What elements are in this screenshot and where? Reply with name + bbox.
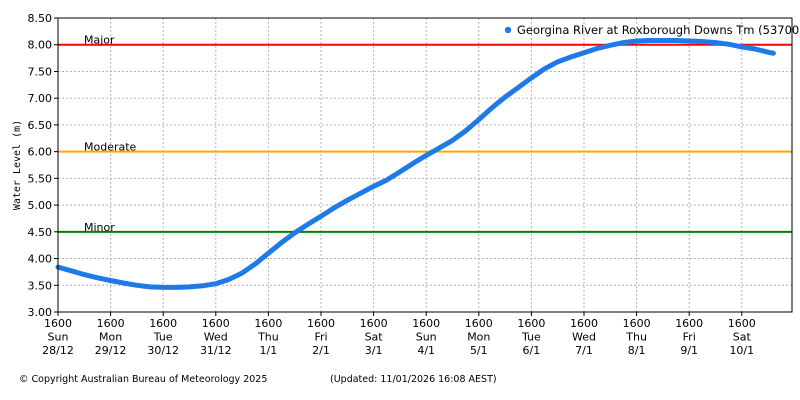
- series: [55, 38, 776, 290]
- x-tick-label: Mon: [467, 331, 490, 344]
- y-tick-label: 6.00: [28, 146, 53, 159]
- x-tick-label: 1600: [412, 317, 440, 330]
- x-tick-label: Mon: [99, 331, 122, 344]
- flood-level-label-moderate: Moderate: [84, 141, 137, 154]
- x-tick-label: Wed: [204, 331, 228, 344]
- x-tick-label: Tue: [521, 331, 541, 344]
- x-tick-label: 1600: [149, 317, 177, 330]
- plot-frame: [57, 17, 793, 313]
- x-tick-label: 28/12: [42, 344, 74, 357]
- flood-level-label-minor: Minor: [84, 221, 115, 234]
- y-tick-label: 7.50: [28, 65, 53, 78]
- series-line: [55, 38, 776, 290]
- x-axis: 1600Sun28/121600Mon29/121600Tue30/121600…: [42, 312, 756, 357]
- copyright-text: © Copyright Australian Bureau of Meteoro…: [19, 374, 268, 385]
- y-tick-label: 4.00: [28, 253, 53, 266]
- flood-levels: Major Moderate Minor: [58, 34, 792, 234]
- x-tick-label: 1600: [307, 317, 335, 330]
- updated-text: (Updated: 11/01/2026 16:08 AEST): [330, 374, 497, 385]
- x-tick-label: 1600: [44, 317, 72, 330]
- y-tick-label: 7.00: [28, 92, 53, 105]
- x-tick-label: 5/1: [470, 344, 488, 357]
- x-tick-label: 1/1: [260, 344, 278, 357]
- x-tick-label: 1600: [97, 317, 125, 330]
- flood-level-label-major: Major: [84, 34, 115, 47]
- x-tick-label: 31/12: [200, 344, 232, 357]
- x-tick-label: 9/1: [680, 344, 698, 357]
- grid: [57, 17, 792, 313]
- x-tick-label: 1600: [202, 317, 230, 330]
- x-tick-label: 1600: [675, 317, 703, 330]
- x-tick-label: Sun: [48, 331, 69, 344]
- x-tick-label: 1600: [360, 317, 388, 330]
- y-tick-label: 4.50: [28, 226, 53, 239]
- x-tick-label: 1600: [623, 317, 651, 330]
- y-tick-label: 3.50: [28, 279, 53, 292]
- x-tick-label: 8/1: [628, 344, 646, 357]
- legend-entry: Georgina River at Roxborough Downs Tm (5…: [517, 23, 800, 37]
- legend: Georgina River at Roxborough Downs Tm (5…: [504, 23, 800, 37]
- x-tick-label: 29/12: [95, 344, 127, 357]
- y-tick-label: 3.00: [28, 306, 53, 319]
- x-tick-label: 3/1: [365, 344, 383, 357]
- x-tick-label: 30/12: [147, 344, 179, 357]
- x-tick-label: Fri: [683, 331, 696, 344]
- x-tick-label: 1600: [728, 317, 756, 330]
- x-tick-label: 4/1: [417, 344, 435, 357]
- x-tick-label: 1600: [465, 317, 493, 330]
- x-tick-label: 1600: [517, 317, 545, 330]
- legend-marker: [504, 26, 512, 34]
- x-tick-label: Sat: [733, 331, 752, 344]
- x-tick-label: Wed: [572, 331, 596, 344]
- y-tick-label: 5.50: [28, 172, 53, 185]
- x-tick-label: Tue: [153, 331, 173, 344]
- x-tick-label: 1600: [254, 317, 282, 330]
- y-tick-label: 8.00: [28, 39, 53, 52]
- x-tick-label: Fri: [314, 331, 327, 344]
- x-tick-label: 6/1: [523, 344, 541, 357]
- x-tick-label: 7/1: [575, 344, 593, 357]
- x-tick-label: 10/1: [729, 344, 754, 357]
- y-tick-label: 6.50: [28, 119, 53, 132]
- x-tick-label: Thu: [625, 331, 647, 344]
- x-tick-label: 1600: [570, 317, 598, 330]
- x-tick-label: Sat: [365, 331, 384, 344]
- y-tick-label: 5.00: [28, 199, 53, 212]
- x-tick-label: 2/1: [312, 344, 330, 357]
- y-axis: 3.00 3.50 4.00 4.50 5.00 5.50 6.00 6.50 7.00 7.50…: [28, 12, 58, 319]
- x-tick-label: Sun: [416, 331, 437, 344]
- y-axis-label: Water Level (m): [12, 120, 23, 210]
- y-tick-label: 8.50: [28, 12, 53, 25]
- x-tick-label: Thu: [257, 331, 279, 344]
